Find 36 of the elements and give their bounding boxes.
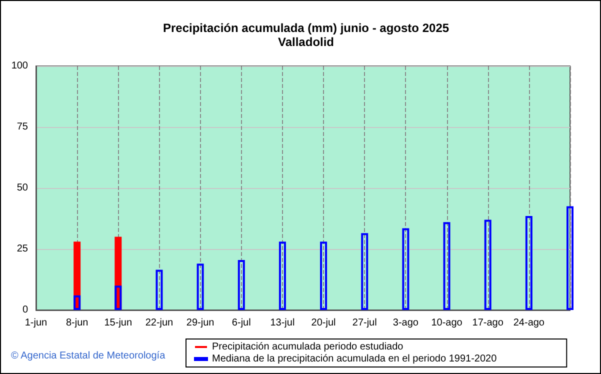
- x-tick-label: 3-ago: [392, 318, 419, 328]
- y-tick-label: 50: [16, 182, 28, 194]
- bar: [196, 264, 204, 310]
- x-tick-label: 17-ago: [472, 318, 504, 328]
- bar: [484, 220, 492, 310]
- bar: [443, 222, 450, 310]
- bar: [278, 242, 286, 310]
- x-tick-label: 20-jul: [311, 318, 336, 328]
- bar: [566, 206, 574, 310]
- bar: [156, 270, 163, 310]
- text: © Agencia Estatal de Meteorología: [11, 350, 166, 362]
- bar: [114, 286, 122, 310]
- x-tick-label: 15-jun: [104, 318, 132, 328]
- bar: [320, 242, 328, 310]
- chart-subtitle: Valladolid: [278, 35, 334, 49]
- x-tick-label: 8-jun: [66, 318, 88, 328]
- bar: [238, 260, 245, 310]
- y-tick-label: 25: [16, 244, 28, 254]
- x-tick-label: 29-jun: [186, 318, 214, 328]
- bar: [74, 295, 81, 310]
- bar: [402, 228, 410, 310]
- x-tick-label: 6-jul: [232, 318, 251, 328]
- y-tick-label: 75: [16, 122, 28, 132]
- y-tick-label: 100: [11, 60, 28, 72]
- bar: [525, 216, 532, 310]
- y-tick-label: 0: [22, 304, 28, 316]
- x-tick-label: 22-jun: [145, 318, 174, 328]
- x-tick-label: 13-jul: [270, 318, 295, 328]
- x-tick-label: 1-jun: [24, 318, 48, 328]
- x-tick-label: 27-jul: [352, 318, 377, 328]
- legend-label: Mediana de la precipitación acumulada en el periodo 1991-2020: [212, 354, 498, 364]
- chart-title: Precipitación acumulada (mm) junio - agosto 2025: [162, 21, 450, 35]
- x-tick-label: 10-ago: [431, 318, 463, 328]
- bar: [361, 233, 368, 310]
- x-tick-label: 24-ago: [513, 318, 545, 328]
- legend-label: Precipitación acumulada periodo estudiado: [212, 342, 404, 352]
